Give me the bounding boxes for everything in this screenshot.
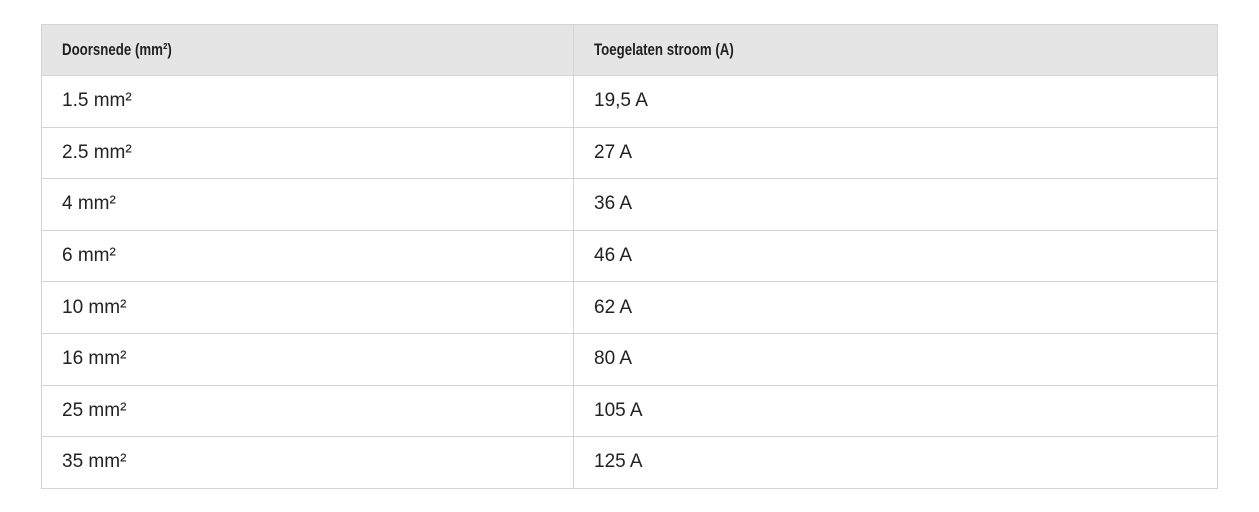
table-cell: 6 mm² <box>41 229 574 283</box>
table-cell: 27 A <box>573 126 1218 180</box>
table: Doorsnede (mm²) Toegelaten stroom (A) 1.5… <box>41 24 1218 489</box>
table-cell: 62 A <box>573 281 1218 334</box>
table-row: 4 mm² 36 A <box>41 178 1218 231</box>
table-cell: 4 mm² <box>41 178 574 231</box>
header-row: Doorsnede (mm²) Toegelaten stroom (A) <box>41 24 1218 76</box>
table-row: 2.5 mm² 27 A <box>41 126 1218 180</box>
header-text: Toegelaten stroom (A) <box>594 40 734 59</box>
table-cell: 35 mm² <box>41 436 574 489</box>
table-row: 6 mm² 46 A <box>41 229 1218 283</box>
table-row: 10 mm² 62 A <box>41 281 1218 334</box>
table-cell: 46 A <box>573 229 1218 283</box>
table-cell: 125 A <box>573 436 1218 489</box>
table-cell: 19,5 A <box>573 75 1218 128</box>
table-row: 16 mm² 80 A <box>41 332 1218 386</box>
table-row: 1.5 mm² 19,5 A <box>41 75 1218 128</box>
table-cell: 25 mm² <box>41 384 574 438</box>
table-row: 25 mm² 105 A <box>41 384 1218 438</box>
table-row: 35 mm² 125 A <box>41 436 1218 489</box>
header-text: Doorsnede (mm²) <box>62 40 172 59</box>
header-cell: Doorsnede (mm²) <box>41 24 574 76</box>
table-cell: 36 A <box>573 178 1218 231</box>
header-cell: Toegelaten stroom (A) <box>573 24 1218 76</box>
table-cell: 2.5 mm² <box>41 126 574 180</box>
table-cell: 10 mm² <box>41 281 574 334</box>
table-cell: 1.5 mm² <box>41 75 574 128</box>
table-cell: 16 mm² <box>41 332 574 386</box>
table-cell: 105 A <box>573 384 1218 438</box>
table-cell: 80 A <box>573 332 1218 386</box>
